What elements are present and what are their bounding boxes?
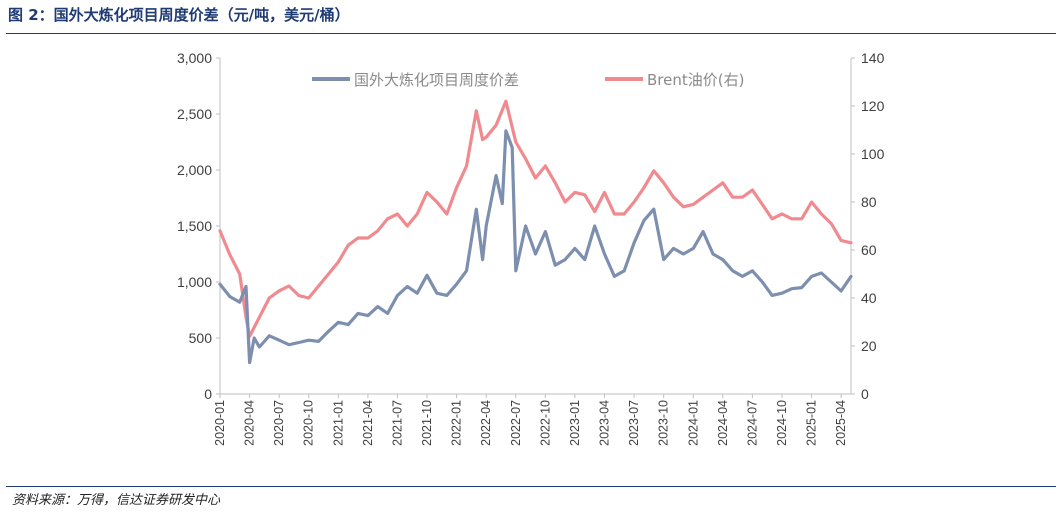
right-tick-label: 40 [861, 290, 877, 306]
figure-title: 图 2：国外大炼化项目周度价差（元/吨，美元/桶） [8, 6, 350, 24]
title-divider [6, 33, 1056, 34]
x-tick-label: 2023-01 [568, 400, 582, 446]
x-tick-label: 2022-10 [538, 400, 552, 446]
left-tick-label: 500 [189, 330, 213, 346]
left-tick-label: 2,000 [177, 162, 212, 178]
right-tick-label: 140 [861, 50, 885, 66]
source-divider [6, 486, 1056, 487]
series-line-spread [218, 129, 853, 365]
x-tick-label: 2020-10 [302, 400, 316, 446]
x-tick-label: 2022-07 [509, 400, 523, 446]
x-tick-label: 2025-01 [805, 400, 819, 446]
right-tick-label: 20 [861, 338, 877, 354]
right-tick-label: 100 [861, 146, 885, 162]
right-tick-label: 60 [861, 242, 877, 258]
legend-spread-label: 国外大炼化项目周度价差 [354, 71, 519, 89]
x-tick-label: 2022-01 [450, 400, 464, 446]
x-tick-label: 2021-04 [361, 400, 375, 446]
legend-brent-label: Brent油价(右) [647, 71, 744, 89]
x-tick-label: 2020-01 [213, 400, 227, 446]
x-tick-label: 2021-01 [331, 400, 345, 446]
x-tick-label: 2022-04 [479, 400, 493, 446]
line-chart: 0 500 1,000 1,500 2,000 2,500 3,000 0 20 40 60 80 10… [177, 50, 885, 446]
left-tick-label: 0 [204, 386, 212, 402]
x-tick-label: 2025-04 [834, 400, 848, 446]
x-tick-label: 2024-01 [686, 400, 700, 446]
left-tick-label: 1,000 [177, 274, 212, 290]
x-tick-label: 2021-10 [420, 400, 434, 446]
x-tick-label: 2024-04 [716, 400, 730, 446]
x-tick-label: 2023-10 [657, 400, 671, 446]
series-line-brent [218, 99, 853, 338]
x-tick-label: 2024-07 [745, 400, 759, 446]
left-tick-label: 1,500 [177, 218, 212, 234]
x-tick-label: 2023-07 [627, 400, 641, 446]
right-tick-label: 120 [861, 98, 885, 114]
x-tick-label: 2023-04 [598, 400, 612, 446]
right-tick-label: 0 [861, 386, 869, 402]
x-tick-label: 2020-07 [272, 400, 286, 446]
left-tick-label: 3,000 [177, 50, 212, 66]
source-note: 资料来源：万得，信达证券研发中心 [12, 493, 221, 508]
left-tick-label: 2,500 [177, 106, 212, 122]
x-tick-label: 2021-07 [390, 400, 404, 446]
x-tick-label: 2020-04 [243, 400, 257, 446]
x-tick-label: 2024-10 [775, 400, 789, 446]
right-tick-label: 80 [861, 194, 877, 210]
